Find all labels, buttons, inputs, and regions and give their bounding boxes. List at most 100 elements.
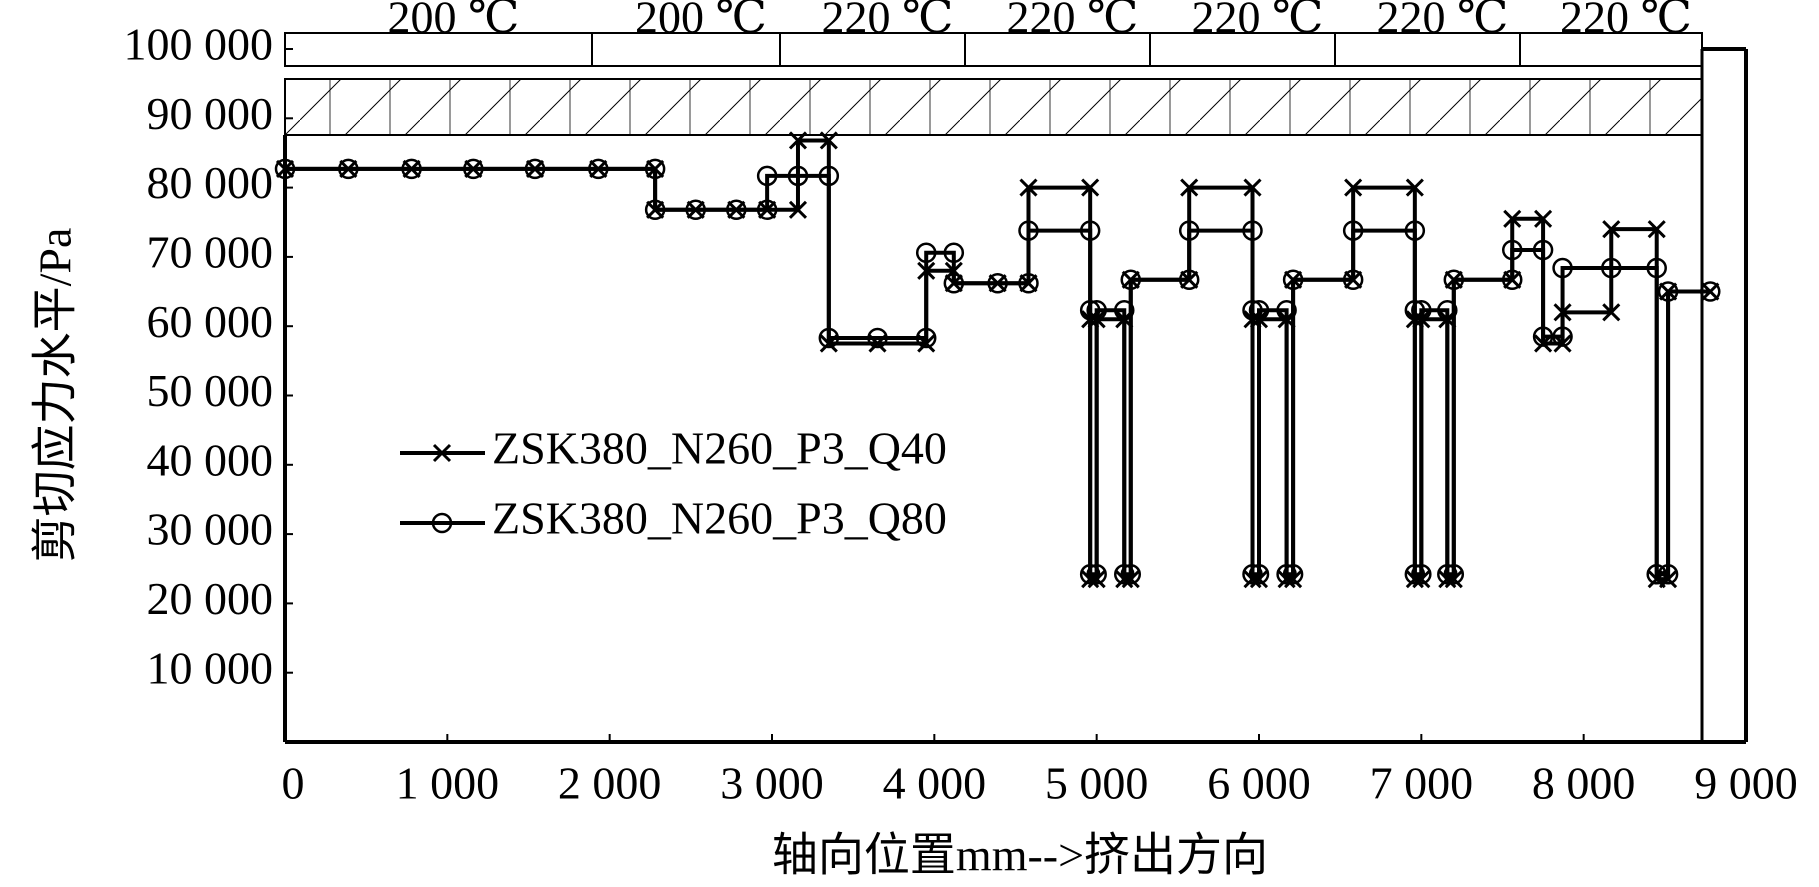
marker	[818, 327, 840, 349]
marker	[401, 158, 422, 180]
marker	[756, 165, 778, 187]
zone-label: 200 ℃	[635, 0, 767, 43]
marker	[1501, 269, 1523, 291]
y-tick-label: 30 000	[147, 504, 274, 555]
x-tick-label: 5 000	[1045, 758, 1149, 809]
marker	[1601, 257, 1622, 279]
marker	[788, 131, 808, 150]
x-tick-label: 9 000	[1694, 758, 1798, 809]
marker	[1411, 564, 1432, 585]
marker	[819, 131, 838, 150]
zone-box	[1149, 32, 1336, 67]
marker	[1404, 220, 1426, 241]
screw-band	[284, 78, 1703, 136]
marker	[338, 158, 359, 180]
y-tick-label: 80 000	[147, 157, 274, 208]
zone-label: 200 ℃	[388, 0, 520, 43]
zone-label: 220 ℃	[822, 0, 954, 43]
marker	[1344, 178, 1363, 197]
marker	[1532, 239, 1554, 261]
x-tick-label: 0	[282, 758, 305, 809]
marker	[1180, 178, 1199, 197]
marker	[1443, 269, 1465, 291]
marker	[1282, 269, 1304, 291]
marker	[1178, 269, 1200, 291]
y-tick-label: 50 000	[147, 365, 274, 416]
marker	[1701, 282, 1720, 301]
marker	[1242, 300, 1263, 321]
marker	[818, 165, 840, 187]
marker	[1342, 220, 1364, 241]
marker	[1437, 564, 1458, 585]
marker	[987, 272, 1008, 294]
zone-label: 220 ℃	[1192, 0, 1324, 43]
marker	[1657, 564, 1679, 585]
marker	[1242, 220, 1263, 241]
marker	[1646, 564, 1667, 585]
marker	[1086, 300, 1107, 321]
marker	[1114, 564, 1135, 585]
zone-box	[591, 32, 781, 67]
y-tick-label: 40 000	[147, 434, 274, 485]
marker	[1081, 178, 1100, 197]
marker	[1411, 300, 1432, 321]
x-tick-label: 6 000	[1207, 758, 1311, 809]
marker	[943, 272, 965, 294]
marker	[1404, 564, 1426, 585]
marker	[1404, 300, 1426, 321]
marker	[588, 158, 609, 180]
marker	[524, 158, 546, 180]
marker	[1242, 564, 1263, 585]
marker	[463, 158, 484, 180]
y-axis-label: 剪切应力水平/Pa	[30, 228, 81, 563]
zone-label: 220 ℃	[1007, 0, 1139, 43]
marker	[1443, 564, 1465, 585]
y-tick-label: 10 000	[147, 642, 274, 693]
x-tick-label: 1 000	[396, 758, 500, 809]
marker	[1552, 326, 1573, 347]
marker	[644, 158, 666, 180]
series-line	[285, 166, 1711, 577]
marker	[756, 199, 778, 221]
x-tick-label: 2 000	[558, 758, 662, 809]
y-tick-label: 100 000	[124, 19, 274, 70]
legend-label: ZSK380_N260_P3_Q40	[492, 423, 947, 474]
marker	[644, 199, 666, 221]
marker	[1342, 269, 1364, 291]
x-tick-label: 7 000	[1370, 758, 1474, 809]
marker	[1282, 564, 1304, 585]
zone-box	[1334, 32, 1521, 67]
y-tick-label: 20 000	[147, 573, 274, 624]
marker	[1248, 300, 1270, 321]
x-axis-label: 轴向位置mm-->挤出方向	[772, 830, 1268, 881]
marker	[1276, 300, 1297, 321]
marker	[1243, 178, 1262, 197]
marker	[1248, 564, 1270, 585]
x-tick-label: 3 000	[720, 758, 824, 809]
marker	[1019, 178, 1038, 197]
marker	[685, 199, 706, 221]
marker	[1086, 564, 1107, 585]
y-tick-label: 90 000	[147, 88, 274, 139]
marker	[915, 242, 937, 263]
x-tick-label: 4 000	[883, 758, 987, 809]
marker	[1276, 564, 1297, 585]
marker	[432, 443, 452, 463]
zone-label: 220 ℃	[1560, 0, 1692, 43]
y-tick-label: 70 000	[147, 226, 274, 277]
marker	[915, 327, 937, 349]
marker	[943, 242, 965, 263]
x-tick-label: 8 000	[1532, 758, 1636, 809]
marker	[1120, 269, 1142, 291]
marker	[788, 200, 808, 219]
zone-label: 220 ℃	[1377, 0, 1509, 43]
y-tick-label: 60 000	[147, 296, 274, 347]
marker	[1437, 300, 1458, 321]
marker	[1646, 257, 1667, 279]
zone-box	[1519, 32, 1703, 67]
marker	[1018, 272, 1039, 294]
marker	[1602, 303, 1621, 322]
marker	[787, 165, 809, 187]
marker	[1700, 281, 1721, 302]
